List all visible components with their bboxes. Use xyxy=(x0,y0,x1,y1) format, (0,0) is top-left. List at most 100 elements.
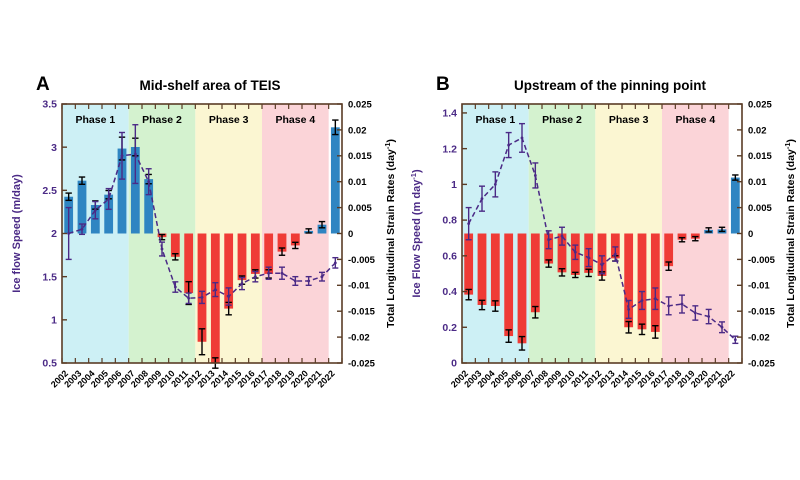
line-marker xyxy=(467,222,471,226)
line-marker xyxy=(653,297,657,301)
line-marker xyxy=(667,304,671,308)
bar-negative xyxy=(250,233,260,274)
bar-negative xyxy=(624,233,634,328)
left-axis-tick-label: 1.5 xyxy=(42,271,57,283)
right-axis-tick-label: -0.015 xyxy=(748,307,776,318)
right-axis-tick-label: 0.02 xyxy=(748,125,767,136)
panel-b: B Upstream of the pinning point Phase 1 Pha… xyxy=(400,0,800,480)
left-axis-tick-label: 0.6 xyxy=(442,250,457,262)
line-marker xyxy=(480,197,484,201)
bar-negative xyxy=(197,233,207,342)
right-axis-tick-label: 0.025 xyxy=(748,99,772,110)
line-marker xyxy=(267,271,271,275)
right-axis-tick-label: 0.01 xyxy=(748,177,767,188)
right-axis-tick-label: -0.02 xyxy=(348,333,370,344)
right-axis-tick-label: 0.015 xyxy=(748,151,772,162)
right-axis-tick-label: -0.015 xyxy=(348,307,376,318)
line-marker xyxy=(280,271,284,275)
left-axis-tick-label: 2.5 xyxy=(42,185,57,197)
left-axis-title: Ice flow Speed (m/day) xyxy=(11,174,23,293)
left-axis-tick-label: 3 xyxy=(51,142,57,154)
line-marker xyxy=(200,295,204,299)
phase-bands xyxy=(462,104,729,363)
line-marker xyxy=(493,182,497,186)
left-axis-tick-label: 0.2 xyxy=(442,322,457,334)
right-axis-tick-label: -0.025 xyxy=(348,358,376,369)
phase-bands xyxy=(62,104,329,363)
bar-negative xyxy=(464,233,474,295)
bar-positive xyxy=(117,148,127,234)
line-marker xyxy=(293,279,297,283)
line-marker xyxy=(627,308,631,311)
phase-label: Phase 1 xyxy=(475,114,515,126)
phase-label: Phase 1 xyxy=(75,114,115,126)
line-marker xyxy=(307,279,311,283)
bar-negative xyxy=(597,233,607,276)
left-axis-tick-label: 0.4 xyxy=(442,286,457,298)
right-axis-ticks: -0.025 -0.02 -0.015 -0.01 -0.005 0 0.005 0.01 0.… xyxy=(337,99,376,369)
x-axis-labels: 2002200320042005200620072008200920102011… xyxy=(49,368,337,389)
right-axis-tick-label: 0.005 xyxy=(748,203,772,214)
line-marker xyxy=(173,285,177,289)
line-marker xyxy=(587,256,591,260)
line-marker xyxy=(67,232,71,235)
left-axis-tick-label: 2 xyxy=(51,228,57,240)
left-axis-tick-label: 0.5 xyxy=(42,358,57,370)
bar-negative xyxy=(490,233,500,307)
line-marker xyxy=(160,247,164,251)
right-axis-tick-label: -0.005 xyxy=(348,255,376,266)
line-marker xyxy=(613,252,617,256)
panel-letter: B xyxy=(436,74,450,95)
left-axis-title: Ice Flow Speed (m day-1) xyxy=(409,169,423,298)
phase-label: Phase 4 xyxy=(675,114,715,126)
bar-negative xyxy=(290,233,300,246)
line-marker xyxy=(520,136,524,140)
bar-negative xyxy=(610,233,620,259)
right-axis-tick-label: 0.015 xyxy=(348,151,372,162)
right-axis-tick-label: 0.02 xyxy=(348,125,367,136)
left-axis-title-text: Ice flow Speed (m/day) xyxy=(11,174,23,293)
bar-negative xyxy=(664,233,674,267)
left-axis-tick-label: 1 xyxy=(451,179,457,191)
bar-negative xyxy=(210,233,220,363)
line-marker xyxy=(560,234,564,238)
line-marker xyxy=(720,325,724,329)
bar-positive xyxy=(104,194,114,234)
line-marker xyxy=(213,288,217,292)
right-axis-title: Total Longitudinal Strain Rates (day-1) xyxy=(783,139,797,328)
right-axis-tick-label: -0.01 xyxy=(348,281,370,292)
line-error-bars xyxy=(65,124,339,306)
right-axis-tick-label: 0.005 xyxy=(348,203,372,214)
panel-title: Mid-shelf area of TEIS xyxy=(139,78,280,93)
right-axis-tick-label: -0.01 xyxy=(748,281,770,292)
right-axis-tick-label: -0.025 xyxy=(748,358,776,369)
bar-positive xyxy=(144,179,154,234)
right-axis-title-text: Total Longitudinal Strain Rates (day-1) xyxy=(383,139,397,328)
line-marker xyxy=(507,143,511,147)
line-marker xyxy=(680,302,684,306)
left-axis-ticks: 0 0.2 0.4 0.6 0.8 1 1.2 1.4 xyxy=(442,108,467,370)
bar-negative xyxy=(517,233,527,344)
x-axis-ticks xyxy=(461,104,743,363)
line-marker xyxy=(187,296,191,300)
line-marker xyxy=(600,263,604,267)
line-marker xyxy=(733,338,737,342)
bar-positive xyxy=(130,146,140,234)
left-axis-tick-label: 1.2 xyxy=(442,143,457,155)
right-axis-tick-label: 0.025 xyxy=(348,99,372,110)
bar-positive xyxy=(330,127,340,234)
bar-negative xyxy=(557,233,567,273)
panel-title: Upstream of the pinning point xyxy=(514,78,706,93)
left-axis-tick-label: 0.8 xyxy=(442,215,457,227)
line-marker xyxy=(120,154,124,158)
phase-label: Phase 2 xyxy=(542,114,582,126)
left-axis-tick-label: 1.4 xyxy=(442,108,457,120)
bar-positive xyxy=(317,224,327,234)
bar-positive xyxy=(77,180,87,234)
line-marker xyxy=(80,227,84,231)
bar-negative xyxy=(504,233,514,337)
line-marker xyxy=(333,261,337,265)
right-axis-tick-label: -0.02 xyxy=(748,333,770,344)
line-marker xyxy=(253,275,257,279)
